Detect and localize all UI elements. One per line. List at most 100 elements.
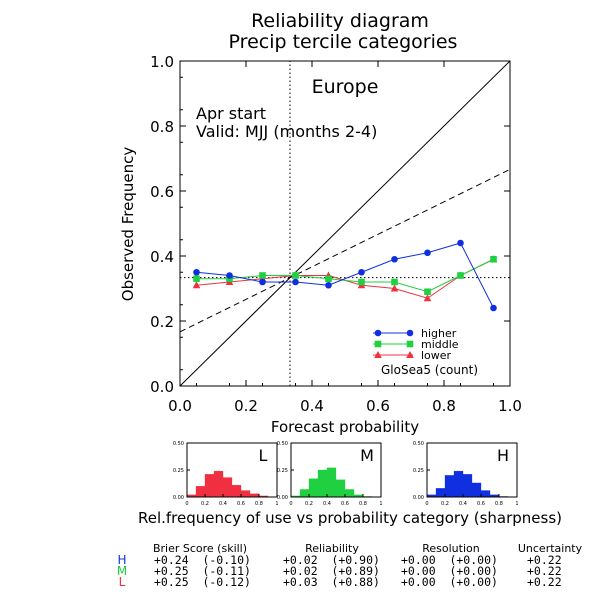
hist-x-tick-label: 1: [379, 501, 382, 507]
legend-label-lower: lower: [421, 349, 452, 362]
hist-x-tick-label: 0.2: [201, 501, 209, 507]
start-label: Apr start: [196, 104, 266, 123]
hist-bar-middle: [344, 489, 355, 498]
x-axis-label: Forecast probability: [271, 418, 419, 436]
x-tick-label: 1.0: [498, 397, 522, 415]
histogram-higher: 0.00 0.25 0.50 0 0.2 0.4 0.6 0.8 1 H: [413, 441, 519, 507]
point-lower: [390, 284, 399, 292]
hist-y-tick-label: 0.25: [173, 468, 184, 474]
point-higher: [226, 272, 233, 279]
hist-bar-higher: [480, 490, 491, 498]
hist-bar-lower: [204, 474, 215, 498]
legend-marker-point-higher: [406, 329, 414, 337]
reference-lines: [179, 60, 511, 387]
histogram-panel-label: M: [360, 446, 374, 465]
x-tick-label: 0.2: [234, 397, 258, 415]
x-tick-label: 0.6: [366, 397, 390, 415]
y-tick-label: 1.0: [150, 53, 174, 71]
point-higher: [193, 268, 200, 276]
hist-x-tick-label: 1: [515, 501, 518, 507]
hist-bar-higher: [435, 488, 446, 498]
sharpness-histograms: 0.000.250.500 0.2 0.4 0.6 0.8 1L0.000.250.500…: [173, 441, 519, 507]
legend-marker-lower: [374, 351, 414, 358]
hist-x-tick-label: 0.4: [323, 501, 331, 507]
hist-bar-middle: [299, 489, 310, 498]
legend-label-middle: middle: [421, 338, 459, 351]
model-label: GloSea5 (count): [381, 363, 478, 377]
histogram-panel-label: L: [259, 446, 268, 465]
perfect-reliability-line: [179, 60, 511, 387]
hist-bar-lower: [222, 477, 233, 498]
y-axis-label: Observed Frequency: [119, 147, 137, 302]
hist-bar-higher: [444, 475, 455, 498]
legend-marker-point-middle: [406, 340, 414, 348]
histogram-middle: 0.00 0.25 0.50 0 0.2 0.4 0.6 0.8 1 M: [277, 441, 383, 507]
hist-x-tick-label: 0.8: [255, 501, 263, 507]
y-tick-label: 0.0: [150, 378, 174, 396]
axis-ticks: 0.0 0.2 0.4 0.6 0.8 1.0 0.0 0.2 0.4 0.6 0.8 1.0: [150, 53, 522, 415]
legend-marker-point-higher: [374, 329, 382, 337]
point-higher: [292, 278, 299, 286]
hist-x-tick-label: 0.2: [441, 501, 449, 507]
hist-x-tick-label: 0.4: [219, 501, 227, 507]
score-l-uncertainty: +0.22: [527, 575, 562, 589]
point-middle: [391, 278, 398, 286]
score-h-resolution: +0.00 (+0.00): [401, 553, 498, 567]
title-line-1: Reliability diagram: [251, 10, 429, 32]
hist-x-tick-label: 0.8: [359, 501, 367, 507]
hist-x-tick-label: 0: [289, 501, 292, 507]
point-middle: [457, 272, 464, 279]
hist-y-tick-label: 0.25: [413, 468, 424, 474]
hist-x-tick-label: 0.4: [459, 501, 467, 507]
header-reliability: Reliability: [305, 542, 359, 555]
hist-y-tick-label: 0.00: [173, 495, 184, 501]
score-row-label-l: L: [119, 575, 126, 589]
hist-bar-lower: [195, 486, 206, 498]
score-table: Brier Score (skill) Reliability Resoluti…: [117, 542, 583, 589]
hist-y-tick-label: 0.50: [413, 441, 424, 447]
point-lower: [192, 281, 201, 289]
hist-x-tick-label: 0.6: [341, 501, 349, 507]
point-higher: [325, 281, 332, 289]
point-higher: [259, 278, 266, 286]
hist-bar-lower: [231, 484, 242, 498]
x-tick-label: 0.8: [432, 397, 456, 415]
y-tick-label: 0.2: [150, 313, 174, 331]
x-tick-label: 0.4: [300, 397, 324, 415]
y-tick-label: 0.6: [150, 183, 174, 201]
point-middle: [490, 255, 497, 263]
hist-bar-higher: [462, 474, 473, 498]
reliability-plot: 0.0 0.2 0.4 0.6 0.8 1.0 0.0 0.2 0.4 0.6 0.8 1.0 Eur…: [119, 53, 522, 436]
hist-y-tick-label: 0.25: [277, 468, 288, 474]
point-middle: [193, 275, 200, 283]
hist-bar-lower: [213, 470, 224, 498]
score-h-brier: +0.24 (-0.10): [154, 553, 251, 567]
score-m-reliability: +0.02 (+0.89): [283, 564, 380, 578]
score-m-brier: +0.25 (-0.11): [154, 564, 251, 578]
hist-bar-middle: [308, 478, 319, 498]
hist-x-tick-label: 0.6: [477, 501, 485, 507]
point-middle: [259, 272, 266, 279]
legend-marker-higher: [374, 329, 414, 337]
hist-x-tick-label: 0.8: [495, 501, 503, 507]
valid-label: Valid: MJJ (months 2-4): [196, 122, 377, 141]
hist-x-tick-label: 0.2: [305, 501, 313, 507]
point-higher: [457, 239, 464, 247]
header-uncertainty: Uncertainty: [518, 542, 583, 555]
score-row-label-m: M: [117, 564, 127, 578]
point-higher: [490, 304, 497, 312]
point-middle: [358, 278, 365, 286]
score-m-resolution: +0.00 (+0.00): [401, 564, 498, 578]
hist-x-tick-label: 1: [275, 501, 278, 507]
point-middle: [325, 275, 332, 283]
legend-marker-point-lower: [374, 351, 382, 358]
legend-marker-point-lower: [406, 351, 414, 358]
hist-bar-lower: [240, 490, 251, 498]
no-skill-line: [179, 168, 511, 333]
legend-marker-point-middle: [374, 340, 382, 348]
score-h-reliability: +0.02 (+0.90): [283, 553, 380, 567]
score-m-uncertainty: +0.22: [527, 564, 562, 578]
legend: higher middle lower GloSea5 (count): [373, 327, 478, 377]
point-higher: [358, 268, 365, 276]
